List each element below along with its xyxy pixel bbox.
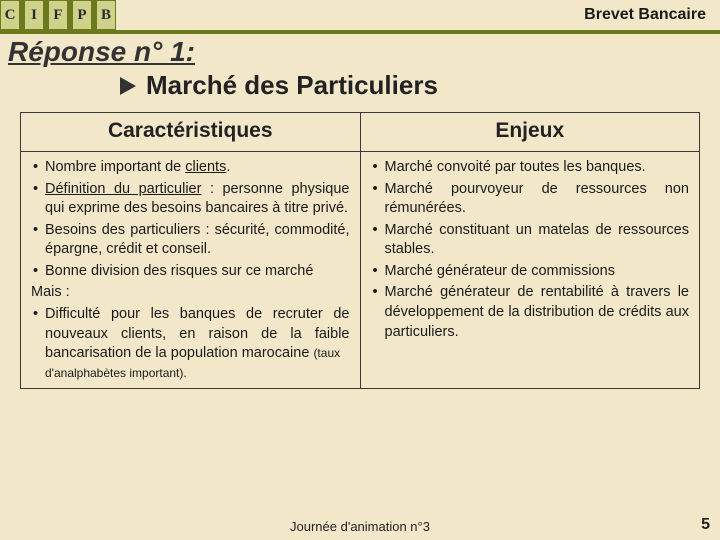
- left-item: Besoins des particuliers : sécurité, com…: [31, 221, 350, 260]
- right-item: Marché constituant un matelas de ressour…: [371, 221, 690, 260]
- arrow-right-icon: [120, 77, 136, 95]
- left-item: Difficulté pour les banques de recruter …: [31, 305, 350, 364]
- logo-letter: F: [48, 0, 68, 30]
- left-note: d'analphabètes important).: [31, 366, 350, 380]
- text: Difficulté pour les banques de recruter …: [45, 306, 350, 361]
- left-bullets: Nombre important de clients. Définition …: [31, 158, 350, 281]
- logo-letter: I: [24, 0, 44, 30]
- logo-letter: B: [96, 0, 116, 30]
- left-mais: Mais :: [31, 283, 350, 303]
- right-bullets: Marché convoité par toutes les banques. …: [371, 158, 690, 342]
- right-item: Marché générateur de commissions: [371, 262, 690, 282]
- col-left-cell: Nombre important de clients. Définition …: [21, 152, 361, 389]
- text-underline: clients: [185, 159, 226, 175]
- left-item: Nombre important de clients.: [31, 158, 350, 178]
- text: Nombre important de: [45, 159, 185, 175]
- right-item: Marché générateur de rentabilité à trave…: [371, 283, 690, 342]
- right-item: Marché pourvoyeur de ressources non rému…: [371, 180, 690, 219]
- subtitle-row: Marché des Particuliers: [120, 70, 438, 101]
- left-bullets-2: Difficulté pour les banques de recruter …: [31, 305, 350, 364]
- text: .: [226, 159, 230, 175]
- topbar-underline: [0, 30, 720, 34]
- col-header-left: Caractéristiques: [21, 113, 361, 152]
- logo-letter: P: [72, 0, 92, 30]
- page-number: 5: [701, 516, 710, 534]
- response-heading: Réponse n° 1:: [8, 36, 195, 68]
- topbar-title: Brevet Bancaire: [584, 6, 720, 24]
- col-right-cell: Marché convoité par toutes les banques. …: [360, 152, 700, 389]
- left-item: Définition du particulier : personne phy…: [31, 180, 350, 219]
- logo: C I F P B: [0, 0, 116, 30]
- subtitle-text: Marché des Particuliers: [146, 70, 438, 101]
- topbar: C I F P B Brevet Bancaire: [0, 0, 720, 30]
- footer-text: Journée d'animation n°3: [0, 519, 720, 534]
- text-small: (taux: [313, 346, 340, 360]
- col-header-right: Enjeux: [360, 113, 700, 152]
- logo-letter: C: [0, 0, 20, 30]
- content-table: Caractéristiques Enjeux Nombre important…: [20, 112, 700, 389]
- right-item: Marché convoité par toutes les banques.: [371, 158, 690, 178]
- left-item: Bonne division des risques sur ce marché: [31, 262, 350, 282]
- text-underline: Définition du particulier: [45, 181, 201, 197]
